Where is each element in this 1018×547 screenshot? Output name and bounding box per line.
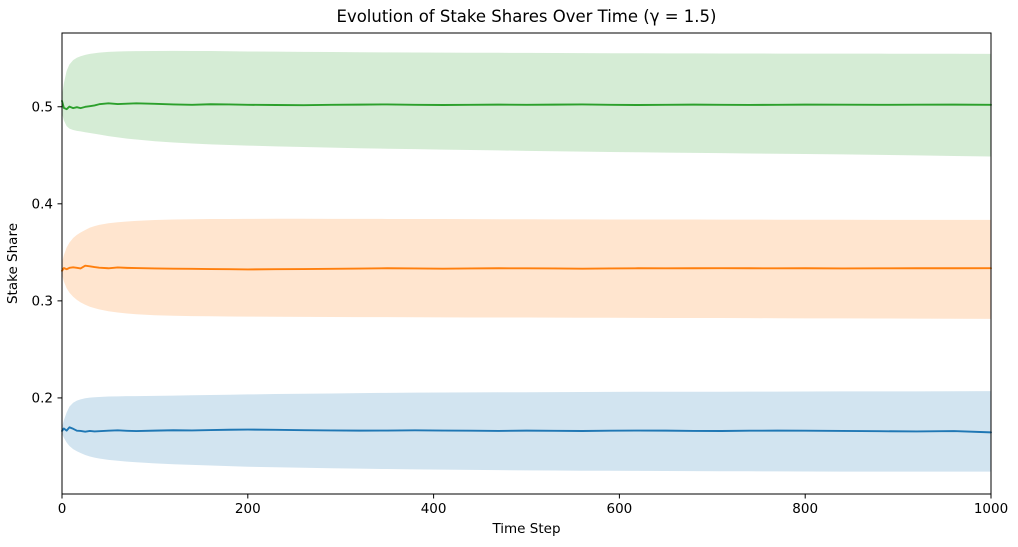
y-tick-label: 0.3 bbox=[32, 293, 53, 309]
x-tick-label: 200 bbox=[235, 501, 261, 517]
chart-title: Evolution of Stake Shares Over Time (γ =… bbox=[337, 7, 717, 26]
x-axis-label: Time Step bbox=[491, 521, 560, 537]
x-tick-label: 600 bbox=[607, 501, 633, 517]
y-tick-label: 0.4 bbox=[32, 196, 53, 212]
axes-spines bbox=[61, 32, 992, 495]
x-tick-label: 1000 bbox=[974, 501, 1008, 517]
blue-series-line bbox=[61, 426, 992, 434]
y-tick-label: 0.5 bbox=[32, 99, 53, 115]
x-tick-label: 800 bbox=[792, 501, 818, 517]
green-series-line bbox=[61, 99, 992, 111]
green-series-band bbox=[62, 50, 991, 157]
y-axis-label: Stake Share bbox=[5, 223, 21, 304]
y-tick-label: 0.2 bbox=[32, 391, 53, 407]
plot-area: 0 200 400 600 800 1000 0.2 0.3 0.4 0.5 bbox=[32, 32, 1008, 517]
orange-series-line bbox=[61, 264, 992, 272]
x-tick-label: 0 bbox=[58, 501, 67, 517]
x-tick-label: 400 bbox=[421, 501, 447, 517]
